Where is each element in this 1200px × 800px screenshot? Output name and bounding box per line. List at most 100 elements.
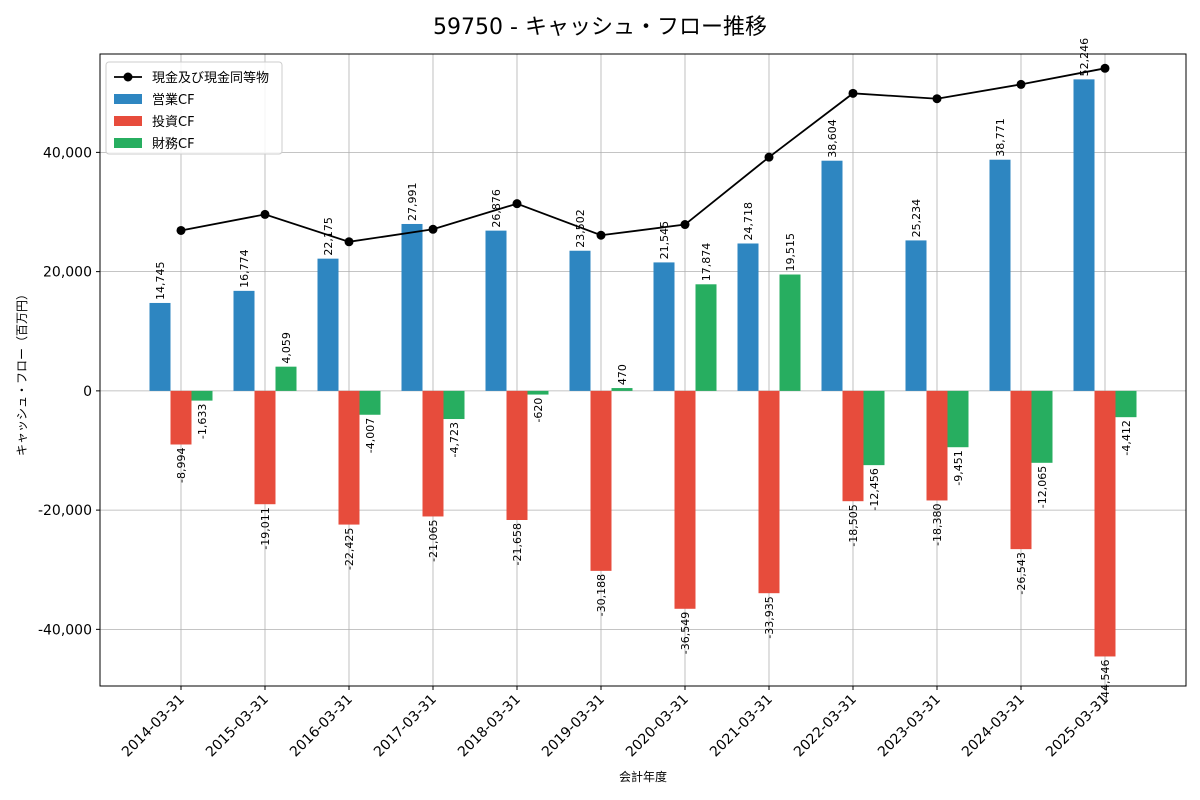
bar-value-label: 38,604 — [826, 119, 839, 158]
chart-title: 59750 - キャッシュ・フロー推移 — [433, 15, 767, 40]
y-axis-label: キャッシュ・フロー（百万円） — [15, 288, 29, 456]
bar-財務CF — [779, 274, 801, 391]
bar-value-label: 22,175 — [322, 217, 335, 256]
cash-point — [1100, 63, 1110, 73]
legend-bar-swatch — [114, 138, 142, 148]
x-tick-label: 2019-03-31 — [539, 692, 608, 761]
x-tick-label: 2024-03-31 — [959, 692, 1028, 761]
bar-value-label: -21,065 — [427, 519, 440, 561]
bar-value-label: -4,412 — [1120, 420, 1133, 455]
bar-value-label: -1,633 — [196, 404, 209, 439]
bar-営業CF — [989, 159, 1011, 391]
bar-value-label: -21,658 — [511, 523, 524, 565]
bar-value-label: -620 — [532, 398, 545, 423]
x-tick-label: 2022-03-31 — [791, 692, 860, 761]
bar-財務CF — [863, 390, 885, 466]
x-tick-label: 2016-03-31 — [287, 692, 356, 761]
data-labels: 14,745 16,774 22,175 27,991 26,876 23,502 21,5… — [154, 38, 1133, 702]
bar-財務CF — [275, 366, 297, 391]
bar-営業CF — [149, 302, 171, 391]
bar-投資CF — [254, 390, 276, 505]
legend-frame — [105, 61, 283, 155]
bar-投資CF — [590, 390, 612, 571]
legend-bar-swatch — [114, 116, 142, 126]
bar-value-label: 4,059 — [280, 332, 293, 364]
bar-投資CF — [674, 390, 696, 609]
bar-value-label: -19,011 — [259, 507, 272, 549]
bar-営業CF — [1073, 79, 1095, 391]
y-tick-label: -40,000 — [38, 622, 92, 638]
cash-line-series — [176, 63, 1110, 247]
bar-投資CF — [506, 390, 528, 520]
cash-point — [680, 220, 690, 230]
bar-投資CF — [338, 390, 360, 525]
bar-営業CF — [737, 243, 759, 391]
x-tick-label: 2015-03-31 — [203, 692, 272, 761]
bar-営業CF — [485, 230, 507, 391]
bar-value-label: 52,246 — [1078, 38, 1091, 77]
bar-value-label: -33,935 — [763, 596, 776, 638]
cash-point — [512, 199, 522, 209]
y-tick-label: -20,000 — [38, 503, 92, 519]
legend-label: 投資CF — [152, 114, 195, 130]
bar-財務CF — [1115, 390, 1137, 418]
cash-point — [1016, 79, 1026, 89]
bar-投資CF — [926, 390, 948, 501]
bar-営業CF — [317, 258, 339, 391]
bar-value-label: 24,718 — [742, 202, 755, 241]
bar-投資CF — [1010, 390, 1032, 550]
bar-value-label: -9,451 — [952, 450, 965, 485]
bar-投資CF — [758, 390, 780, 594]
bar-value-label: -12,456 — [868, 468, 881, 510]
bar-value-label: -8,994 — [175, 447, 188, 482]
cash-point — [176, 225, 186, 235]
plot-area-frame — [99, 53, 1187, 687]
y-tick-label: 40,000 — [43, 145, 92, 161]
bar-投資CF — [422, 390, 444, 517]
bar-value-label: 21,545 — [658, 221, 671, 260]
bar-投資CF — [1094, 390, 1116, 657]
bar-財務CF — [695, 284, 717, 391]
bar-value-label: 23,502 — [574, 209, 587, 248]
bar-value-label: -4,723 — [448, 422, 461, 457]
x-tick-label: 2018-03-31 — [455, 692, 524, 761]
bar-value-label: -18,380 — [931, 503, 944, 545]
bar-value-label: 25,234 — [910, 199, 923, 238]
bar-value-label: 19,515 — [784, 233, 797, 272]
y-tick-label: 20,000 — [43, 265, 92, 281]
bar-営業CF — [905, 240, 927, 391]
y-axis-ticks: -40,000 -20,000 0 20,000 40,000 — [38, 145, 100, 638]
bar-value-label: -12,065 — [1036, 466, 1049, 508]
bar-財務CF — [947, 390, 969, 448]
bar-投資CF — [842, 390, 864, 502]
x-tick-label: 2014-03-31 — [119, 692, 188, 761]
legend-label: 営業CF — [152, 92, 195, 108]
legend-label: 現金及び現金同等物 — [152, 70, 269, 86]
x-axis-label: 会計年度 — [619, 769, 667, 784]
bar-value-label: 38,771 — [994, 118, 1007, 157]
bar-value-label: -26,543 — [1015, 552, 1028, 594]
y-tick-label: 0 — [83, 384, 92, 400]
bar-投資CF — [170, 390, 192, 445]
bar-財務CF — [611, 388, 633, 391]
bar-財務CF — [527, 390, 549, 395]
x-tick-label: 2020-03-31 — [623, 692, 692, 761]
legend-label: 財務CF — [152, 137, 195, 152]
bar-財務CF — [443, 390, 465, 420]
bar-value-label: -18,505 — [847, 504, 860, 546]
bar-value-label: -36,549 — [679, 612, 692, 654]
x-tick-label: 2025-03-31 — [1043, 692, 1112, 761]
cash-point — [764, 152, 774, 162]
legend-marker — [123, 72, 133, 82]
bar-value-label: 16,774 — [238, 249, 251, 288]
bar-財務CF — [1031, 390, 1053, 463]
bar-value-label: -44,546 — [1099, 659, 1112, 701]
bar-value-label: 470 — [616, 364, 629, 385]
legend-bar-swatch — [114, 94, 142, 104]
cash-point — [260, 209, 270, 219]
x-axis-ticks: 2014-03-31 2015-03-31 2016-03-31 2017-03-31… — [119, 686, 1112, 760]
bar-value-label: -22,425 — [343, 528, 356, 570]
bar-value-label: 17,874 — [700, 243, 713, 282]
